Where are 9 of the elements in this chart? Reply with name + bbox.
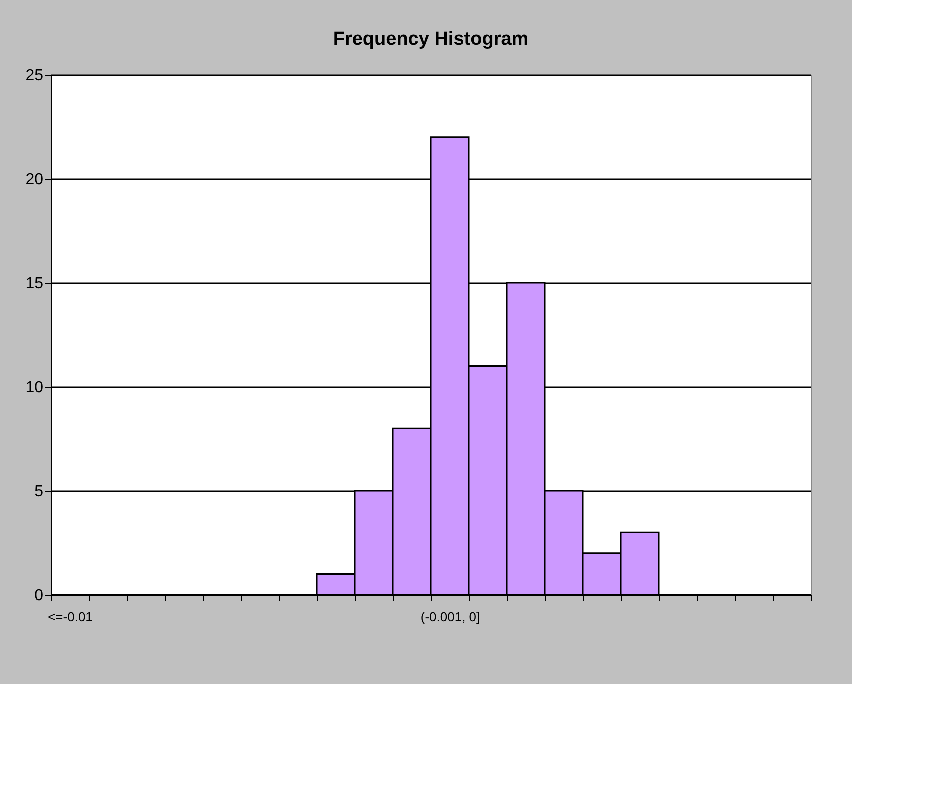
y-tick-label: 10 (26, 380, 44, 396)
y-tick-label: 20 (26, 172, 44, 188)
chart-title: Frequency Histogram (333, 29, 529, 50)
y-tick-label: 5 (34, 484, 44, 500)
y-tick-label: 15 (26, 276, 44, 292)
x-tick-label: <=-0.01 (48, 610, 93, 624)
y-tick-label: 0 (34, 588, 44, 604)
y-tick-label: 25 (26, 68, 44, 84)
x-tick-label: (-0.001, 0] (420, 610, 480, 624)
